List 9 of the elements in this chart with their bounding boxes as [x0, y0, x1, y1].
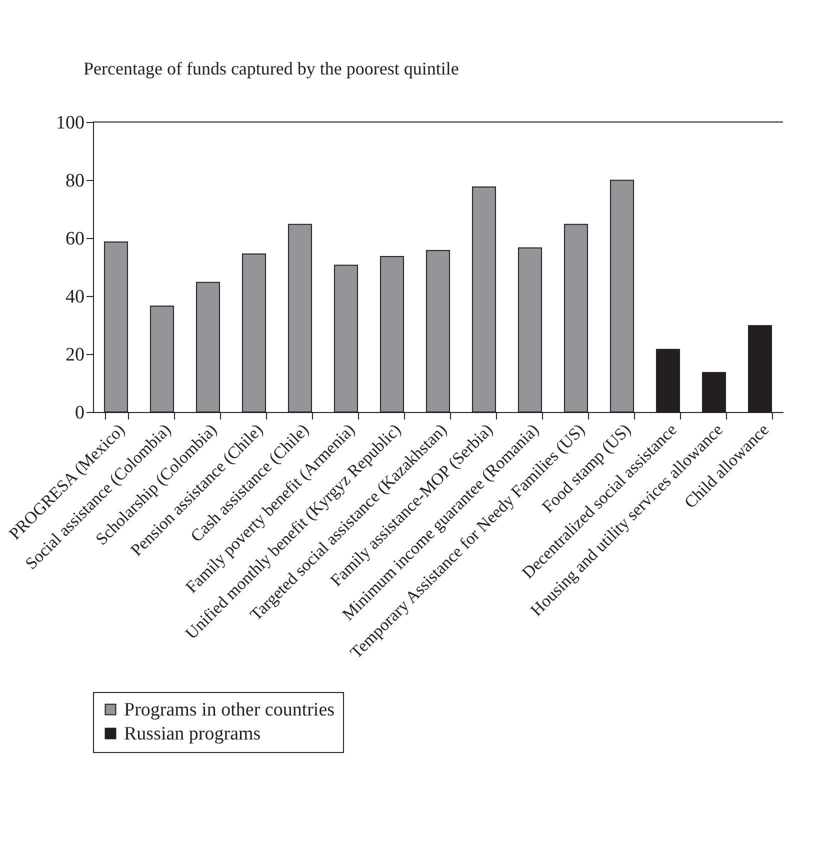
y-tick-label: 60 — [66, 228, 84, 250]
y-tick-label: 100 — [56, 112, 84, 134]
y-tick-label: 80 — [66, 170, 84, 192]
legend-label: Russian programs — [124, 724, 261, 744]
y-axis-title: Percentage of funds captured by the poorest quintile — [84, 58, 459, 78]
y-tick-label: 0 — [75, 402, 84, 424]
y-tick-label: 40 — [66, 286, 84, 308]
legend-label: Programs in other countries — [124, 700, 335, 720]
y-tick-label: 20 — [66, 344, 84, 366]
